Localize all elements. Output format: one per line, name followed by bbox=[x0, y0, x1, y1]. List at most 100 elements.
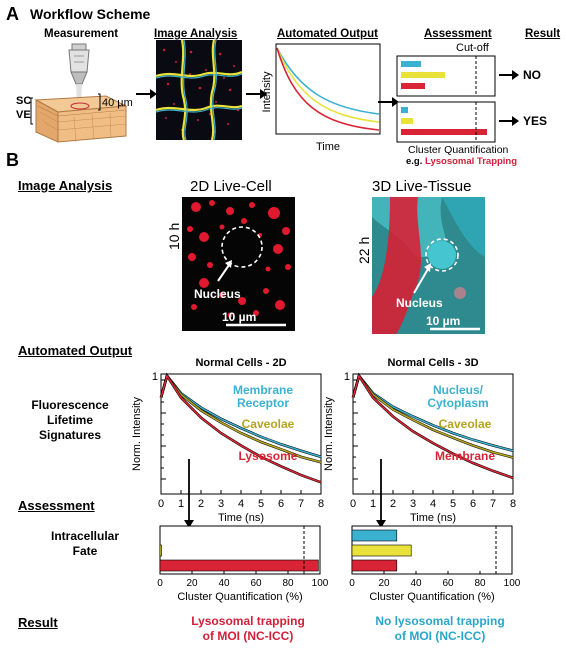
cutoff-label: Cut-off bbox=[456, 42, 489, 54]
panel-b-letter: B bbox=[6, 150, 19, 170]
x-tick-label: 7 bbox=[298, 498, 304, 510]
x-tick-label: 6 bbox=[470, 498, 476, 510]
x-axis-label: Time (ns) bbox=[218, 512, 264, 524]
micrograph-2d: Nucleus 10 µm bbox=[182, 197, 295, 331]
x-tick-label: 3 bbox=[218, 498, 224, 510]
arrow-icon bbox=[136, 89, 157, 99]
y-tick-label: 1 bbox=[152, 371, 158, 383]
x-tick-label: 20 bbox=[186, 578, 198, 589]
quant-example: e.g. Lysosomal Trapping bbox=[406, 156, 517, 167]
plot-frame bbox=[352, 373, 514, 495]
cluster-bar-chart-2d: 0 20 40 60 80 100 Cluster Quantification (%) bbox=[157, 525, 329, 603]
result-yes: YES bbox=[523, 114, 547, 128]
x-tick-label: 4 bbox=[238, 498, 244, 510]
x-tick-label: 20 bbox=[378, 578, 390, 589]
x-tick-label: 60 bbox=[250, 578, 262, 589]
img3d-time: 22 h bbox=[356, 236, 372, 264]
chart-title: Normal Cells - 3D bbox=[387, 357, 478, 369]
series-label: Receptor bbox=[237, 396, 289, 410]
cluster-bar-chart-3d: 0 20 40 60 80 100 Cluster Quantification (%) bbox=[349, 525, 521, 603]
assessment-header: Assessment bbox=[18, 498, 95, 513]
img3d-title: 3D Live-Tissue bbox=[372, 178, 472, 195]
x-tick-label: 1 bbox=[178, 498, 184, 510]
x-tick-label: 7 bbox=[490, 498, 496, 510]
arrowhead-icon bbox=[376, 520, 386, 528]
automated-output-mini-plot: Intensity Time bbox=[261, 43, 381, 153]
series-label: Cytoplasm bbox=[427, 396, 488, 410]
x-tick-label: 80 bbox=[474, 578, 486, 589]
x-tick-label: 40 bbox=[410, 578, 422, 589]
depth-label: 40 µm bbox=[102, 97, 133, 109]
series-label: Membrane bbox=[233, 383, 293, 397]
x-tick-label: 5 bbox=[258, 498, 264, 510]
bar bbox=[159, 544, 162, 557]
col-automated-output: Automated Output bbox=[277, 28, 378, 40]
panel-a-letter: A bbox=[6, 4, 19, 24]
x-tick-label: 5 bbox=[450, 498, 456, 510]
result-3d-line-2: of MOI (NC-ICC) bbox=[394, 629, 486, 643]
x-tick-label: 100 bbox=[312, 578, 329, 589]
nucleus-label: Nucleus bbox=[194, 287, 241, 301]
sc-label: SC bbox=[16, 95, 31, 107]
y-tick-label: 1 bbox=[344, 371, 350, 383]
quant-eg: e.g. bbox=[406, 156, 423, 167]
chart-title: Normal Cells - 2D bbox=[195, 357, 286, 369]
fls-line-1: Fluorescence bbox=[31, 398, 109, 412]
result-2d: Lysosomal trapping of MOI (NC-ICC) bbox=[172, 614, 324, 644]
fls-line-2: Lifetime bbox=[46, 413, 93, 427]
output-xlabel: Time bbox=[316, 141, 340, 153]
x-axis-label: Cluster Quantification (%) bbox=[369, 591, 494, 603]
y-axis-label: Norm. Intensity bbox=[323, 397, 335, 471]
nucleus-label: Nucleus bbox=[396, 296, 443, 310]
img2d-title: 2D Live-Cell bbox=[190, 178, 272, 195]
arrow-icon bbox=[246, 89, 267, 99]
decay-chart-3d: Normal Cells - 3D 0 1 2 3 4 5 6 7 8 1 Time (ns) Norm… bbox=[323, 357, 516, 528]
bar bbox=[351, 544, 412, 557]
fate-line-2: Fate bbox=[72, 544, 98, 558]
micrograph-3d: Nucleus 10 µm bbox=[372, 197, 485, 334]
x-tick-label: 8 bbox=[510, 498, 516, 510]
assessment-schematic: NO YES bbox=[396, 55, 547, 143]
col-assessment: Assessment bbox=[424, 28, 492, 40]
x-axis-label: Time (ns) bbox=[410, 512, 456, 524]
x-tick-label: 2 bbox=[390, 498, 396, 510]
fls-label: Fluorescence Lifetime Signatures bbox=[20, 398, 120, 443]
series-label: Caveolae bbox=[242, 417, 295, 431]
x-tick-label: 0 bbox=[158, 498, 164, 510]
x-axis-label: Cluster Quantification (%) bbox=[177, 591, 302, 603]
series-label: Nucleus/ bbox=[433, 383, 484, 397]
result-2d-line-2: of MOI (NC-ICC) bbox=[202, 629, 294, 643]
fate-line-1: Intracellular bbox=[50, 529, 120, 543]
fls-line-3: Signatures bbox=[38, 428, 101, 442]
col-image-analysis: Image Analysis bbox=[154, 28, 238, 40]
result-3d: No lysosomal trapping of MOI (NC-ICC) bbox=[360, 614, 520, 644]
x-tick-label: 0 bbox=[157, 578, 163, 589]
result-header: Result bbox=[18, 615, 58, 630]
quant-label: Cluster Quantification bbox=[408, 144, 509, 156]
result-no: NO bbox=[523, 68, 541, 82]
result-2d-line-1: Lysosomal trapping bbox=[191, 614, 305, 628]
series-label: Lysosome bbox=[239, 449, 298, 463]
x-tick-label: 3 bbox=[410, 498, 416, 510]
x-tick-label: 0 bbox=[349, 578, 355, 589]
series-label: Caveolae bbox=[439, 417, 492, 431]
x-tick-label: 8 bbox=[318, 498, 324, 510]
y-axis-label: Norm. Intensity bbox=[131, 397, 143, 471]
panel-a-title: Workflow Scheme bbox=[30, 6, 151, 22]
scale-label: 10 µm bbox=[222, 310, 256, 324]
skin-measurement-illustration: SC VE 40 µm bbox=[16, 43, 133, 143]
fate-label: Intracellular Fate bbox=[40, 529, 130, 559]
col-result: Result bbox=[525, 28, 561, 40]
x-tick-label: 0 bbox=[350, 498, 356, 510]
x-tick-label: 60 bbox=[442, 578, 454, 589]
automated-output-header: Automated Output bbox=[18, 343, 133, 358]
img2d-time: 10 h bbox=[166, 222, 182, 250]
ve-label: VE bbox=[16, 109, 31, 121]
bar bbox=[351, 529, 398, 542]
series-label: Membrane bbox=[435, 449, 495, 463]
bar bbox=[159, 559, 319, 572]
col-measurement: Measurement bbox=[44, 28, 119, 40]
image-analysis-thumbnail bbox=[156, 40, 242, 140]
arrowhead-icon bbox=[184, 520, 194, 528]
series-line bbox=[160, 373, 322, 484]
